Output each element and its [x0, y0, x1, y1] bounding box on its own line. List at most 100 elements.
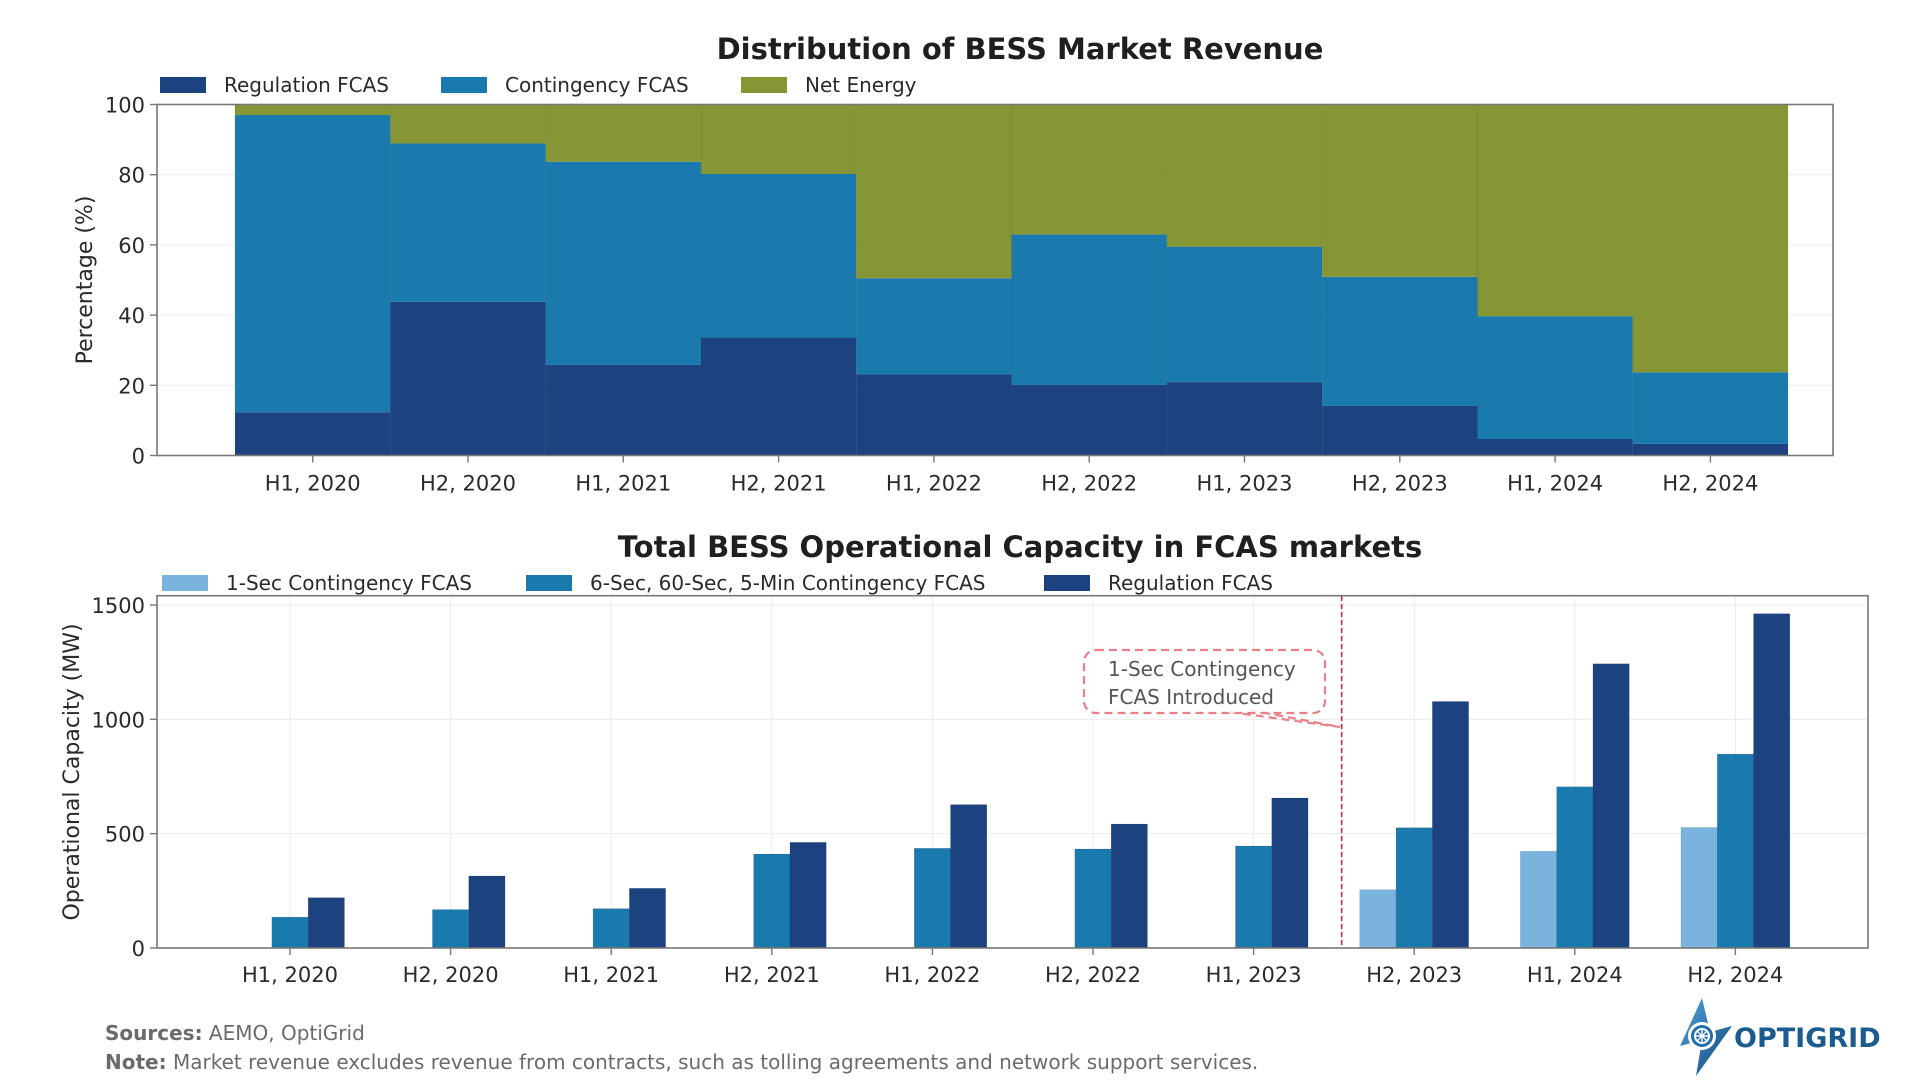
x-tick-label: H2, 2021	[724, 963, 820, 987]
legend-label: 1-Sec Contingency FCAS	[226, 571, 472, 595]
x-tick-label: H2, 2022	[1041, 472, 1137, 496]
x-tick-label: H1, 2022	[886, 472, 982, 496]
y-tick-label: 0	[132, 445, 145, 469]
y-axis-label: Operational Capacity (MW)	[60, 623, 85, 920]
note-label: Note:	[105, 1050, 167, 1074]
bar-segment	[235, 412, 391, 456]
legend-label: Net Energy	[805, 73, 917, 97]
legend-label: Regulation FCAS	[1108, 571, 1273, 595]
legend-swatch	[162, 575, 208, 591]
x-tick-label: H1, 2020	[265, 472, 361, 496]
y-tick-label: 40	[118, 304, 145, 328]
bar-segment	[1166, 104, 1323, 247]
bar-segment	[235, 104, 391, 116]
legend: Regulation FCAS Contingency FCAS Net Energ…	[160, 73, 917, 97]
bar	[1235, 845, 1273, 949]
bar	[1110, 823, 1148, 949]
bar-segment	[700, 104, 857, 174]
y-tick-label: 500	[105, 823, 145, 847]
operational-capacity-chart: Total BESS Operational Capacity in FCAS …	[60, 530, 1869, 987]
bar	[307, 897, 345, 949]
legend-swatch	[741, 77, 787, 93]
bar-segment	[390, 301, 546, 456]
chart-title: Total BESS Operational Capacity in FCAS …	[618, 530, 1423, 564]
bar-segment	[1477, 316, 1633, 440]
bar-segment	[1166, 246, 1323, 383]
legend-label: Contingency FCAS	[505, 73, 689, 97]
logo-bolt-icon	[1680, 998, 1732, 1076]
x-axis-ticks: H1, 2020 H2, 2020 H1, 2021 H2, 2021 H1, 2022…	[242, 948, 1783, 987]
bar-segment	[1477, 439, 1633, 456]
bar-segment	[856, 374, 1012, 456]
bar	[432, 909, 470, 949]
bar-segment	[1322, 405, 1478, 456]
y-axis-ticks: 0 20 40 60 80 100	[105, 94, 157, 469]
y-tick-label: 0	[132, 937, 145, 961]
legend-label: 6-Sec, 60-Sec, 5-Min Contingency FCAS	[590, 571, 985, 595]
bar	[1395, 827, 1433, 949]
bar-segment	[1011, 384, 1167, 456]
note-text: Market revenue excludes revenue from con…	[166, 1050, 1259, 1074]
legend-swatch	[441, 77, 487, 93]
bar	[913, 848, 951, 949]
optigrid-logo: OPTIGRID	[1672, 996, 1912, 1078]
bar-segment	[1632, 372, 1789, 444]
bar	[1592, 663, 1630, 949]
bar	[1271, 797, 1309, 949]
x-tick-label: H2, 2024	[1662, 472, 1758, 496]
x-axis-ticks: H1, 2020 H2, 2020 H1, 2021 H2, 2021 H1, 2022…	[265, 455, 1758, 496]
bar-segment	[1011, 234, 1167, 385]
bar	[271, 916, 309, 949]
logo-text: OPTIGRID	[1734, 1023, 1881, 1054]
bar-segment	[1011, 104, 1167, 235]
bar	[950, 804, 988, 949]
bar	[1680, 827, 1718, 949]
bar	[753, 853, 791, 949]
bar-segment	[1166, 382, 1323, 456]
bar	[1556, 786, 1594, 949]
x-tick-label: H1, 2021	[575, 472, 671, 496]
x-tick-label: H1, 2022	[884, 963, 980, 987]
y-axis-label: Percentage (%)	[73, 196, 98, 365]
x-tick-label: H1, 2020	[242, 963, 338, 987]
bar-segment	[1477, 104, 1633, 317]
sources-text: AEMO, OptiGrid	[202, 1021, 365, 1045]
footer-sources: Sources: AEMO, OptiGrid	[105, 1021, 365, 1045]
y-tick-label: 80	[118, 164, 145, 188]
annotation-arrow	[1229, 708, 1341, 729]
legend-swatch	[160, 77, 206, 93]
bar-segment	[545, 104, 701, 162]
bar-segment	[1322, 276, 1478, 406]
y-tick-label: 1000	[92, 708, 145, 732]
bar	[592, 908, 630, 949]
plot-frame	[156, 594, 1869, 949]
x-tick-label: H2, 2023	[1352, 472, 1448, 496]
bars	[234, 104, 1789, 456]
annotation-text-line: FCAS Introduced	[1108, 685, 1274, 709]
x-tick-label: H1, 2023	[1206, 963, 1302, 987]
bar-segment	[1322, 104, 1478, 277]
legend: 1-Sec Contingency FCAS 6-Sec, 60-Sec, 5-M…	[162, 571, 1273, 595]
annotation-text-line: 1-Sec Contingency	[1108, 657, 1296, 681]
x-tick-label: H2, 2020	[403, 963, 499, 987]
legend-swatch	[1044, 575, 1090, 591]
bar	[1520, 850, 1557, 949]
x-tick-label: H2, 2024	[1687, 963, 1783, 987]
bar-segment	[545, 364, 701, 456]
x-tick-label: H2, 2022	[1045, 963, 1141, 987]
x-tick-label: H2, 2020	[420, 472, 516, 496]
legend-label: Regulation FCAS	[224, 73, 389, 97]
footer-note: Note: Market revenue excludes revenue fr…	[105, 1050, 1258, 1074]
x-tick-label: H2, 2021	[731, 472, 827, 496]
x-tick-label: H1, 2021	[563, 963, 659, 987]
x-tick-label: H1, 2024	[1507, 472, 1603, 496]
y-tick-label: 60	[118, 234, 145, 258]
bar	[629, 888, 666, 949]
bar-segment	[545, 161, 701, 365]
bar-segment	[1632, 104, 1789, 373]
bar-segment	[390, 143, 546, 302]
y-tick-label: 1500	[92, 594, 145, 618]
annotation: 1-Sec Contingency FCAS Introduced	[1082, 596, 1343, 948]
x-tick-label: H1, 2024	[1527, 963, 1623, 987]
